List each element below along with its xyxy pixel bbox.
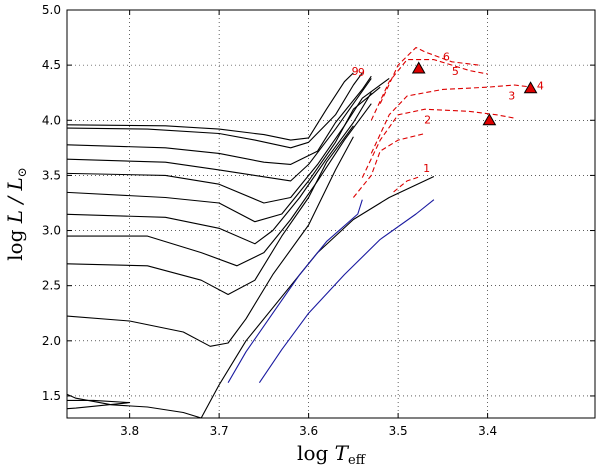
y-tick-label: 3.5 (42, 168, 61, 182)
plot-frame (66, 9, 596, 419)
series-line-track-2 (67, 399, 131, 410)
series-line-track-3 (67, 136, 354, 347)
x-tick-label: 3.5 (389, 424, 408, 438)
y-tick-label: 4.0 (42, 113, 61, 127)
annotation-label-8: 9 (358, 66, 365, 79)
y-tick-label: 1.5 (42, 389, 61, 403)
plot-area: 1 2 3 4 56 9 9 (67, 46, 544, 418)
y-tick-label: 2.0 (42, 334, 61, 348)
series-line-track-5 (67, 103, 372, 267)
series-line-track-13 (200, 176, 435, 418)
series-line-red-1 (393, 175, 421, 193)
series-line-red-6 (379, 46, 479, 104)
series-line-track-1 (67, 393, 202, 418)
y-axis-label: log L / L⊙ (3, 167, 29, 261)
series-line-blue-1 (227, 199, 363, 383)
series-line-track-6 (67, 92, 372, 245)
y-tick-label: 3.0 (42, 224, 61, 238)
series-line-track-4 (67, 125, 354, 296)
y-tick-label: 2.5 (42, 279, 61, 293)
series-line-red-5 (370, 59, 488, 121)
series-line-track-8 (67, 77, 390, 204)
annotation-label-6: 6 (443, 51, 450, 64)
triangle-marker-3 (523, 81, 538, 94)
x-tick-label: 3.8 (120, 424, 139, 438)
x-axis-label: log Teff (297, 441, 367, 468)
gridlines (67, 9, 595, 418)
series-line-red-3 (361, 108, 515, 178)
y-tick-label: 5.0 (42, 3, 61, 17)
triangle-marker-2 (482, 113, 497, 126)
annotation-label-2: 2 (424, 114, 431, 127)
annotation-label-4: 4 (537, 79, 544, 92)
series-line-track-11 (67, 72, 363, 149)
annotation-label-1: 1 (423, 162, 430, 175)
triangle-marker-1 (411, 61, 426, 74)
x-tick-label: 3.7 (210, 424, 229, 438)
series-line-track-10 (67, 75, 372, 165)
series-line-track-9 (67, 78, 372, 182)
annotation-label-3: 3 (508, 89, 515, 102)
series-line-track-12 (67, 72, 354, 141)
annotation-label-5: 5 (452, 65, 459, 78)
series-line-red-2 (352, 132, 426, 198)
x-tick-label: 3.4 (478, 424, 497, 438)
axis-ticks: 3.8 3.7 3.6 3.5 3.4 1.5 2.0 2.5 3.0 3.5 4.0 4.5 5.0 (42, 3, 595, 438)
annotation-label-7: 9 (352, 65, 359, 78)
y-tick-label: 4.5 (42, 58, 61, 72)
series-line-red-4 (370, 84, 533, 154)
series-line-blue-2 (258, 199, 435, 384)
x-tick-label: 3.6 (299, 424, 318, 438)
